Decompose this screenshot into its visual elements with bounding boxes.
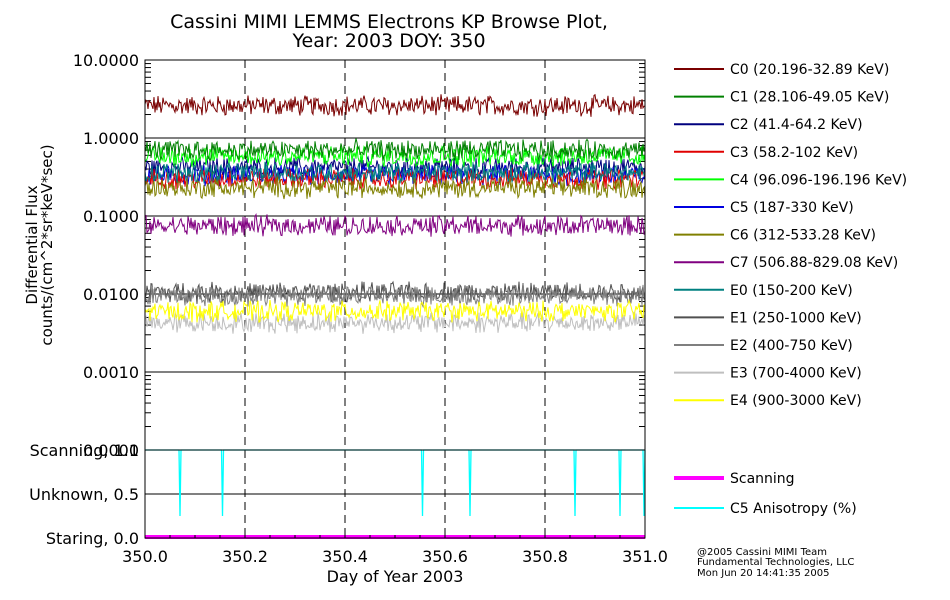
flux-series-line [144,138,646,162]
flux-legend-label: C4 (96.096-196.196 KeV) [730,172,907,188]
x-ticks: 350.0 350.2 350.4 350.6 350.8 351.0 [122,532,668,566]
x-tick-label: 350.0 [122,547,168,566]
mode-y-ticks: Staring, 0.0 Unknown, 0.5 Scanning, 1.0 [29,441,139,548]
footer-line-2: Fundamental Technologies, LLC [697,557,854,568]
anisotropy-series-line [145,449,646,517]
flux-y-label: Differential Flux counts/(cm^2*sr*keV*se… [23,144,56,345]
flux-y-ticks: 10.0000 1.0000 0.1000 0.0100 0.0010 0.0001 [73,51,139,460]
flux-legend-label: E0 (150-200 KeV) [730,283,853,299]
x-tick-label: 350.4 [322,547,368,566]
flux-legend-label: C5 (187-330 KeV) [730,200,854,216]
flux-panel-frame [144,59,646,451]
flux-series-group [144,93,646,334]
x-tick-label: 350.8 [522,547,568,566]
flux-panel: 10.0000 1.0000 0.1000 0.0100 0.0010 0.0001 [73,51,646,460]
flux-legend-label: C2 (41.4-64.2 KeV) [730,117,863,133]
flux-series-line [144,311,646,334]
flux-legend-label: E3 (700-4000 KeV) [730,366,862,382]
mode-y-tick-label: Scanning, 1.0 [30,441,139,460]
flux-legend-label: C3 (58.2-102 KeV) [730,145,858,161]
footer-line-3: Mon Jun 20 14:41:35 2005 [697,568,830,579]
flux-y-label-line1: Differential Flux [23,185,41,304]
flux-y-tick-label: 0.0100 [83,285,139,304]
flux-series-line [144,161,646,185]
mode-panel: Staring, 0.0 Unknown, 0.5 Scanning, 1.0 35… [29,441,668,566]
x-tick-label: 350.2 [222,547,268,566]
mode-legend: Scanning C5 Anisotropy (%) [674,471,857,517]
mode-legend-label: Scanning [730,471,795,487]
flux-series-line [144,213,646,237]
flux-grid [145,59,645,451]
flux-series-line [144,174,646,200]
flux-series-line [144,298,646,324]
flux-series-line [144,167,646,191]
flux-series-line [144,284,646,309]
flux-legend-label: E1 (250-1000 KeV) [730,310,862,326]
chart-title: Cassini MIMI LEMMS Electrons KP Browse P… [170,11,608,33]
flux-legend-label: E2 (400-750 KeV) [730,338,853,354]
mode-y-tick-label: Unknown, 0.5 [29,485,139,504]
flux-series-line [144,145,646,168]
mode-legend-label: C5 Anisotropy (%) [730,501,857,517]
x-tick-label: 350.6 [422,547,468,566]
flux-y-tick-label: 0.0001 [83,441,139,460]
flux-y-tick-label: 0.0010 [83,363,139,382]
footer-credits: @2005 Cassini MIMI Team Fundamental Tech… [697,547,854,579]
flux-y-tick-label: 10.0000 [73,51,139,70]
mode-grid [145,449,645,539]
flux-y-tick-label: 1.0000 [83,129,139,148]
flux-y-tick-label: 0.1000 [83,207,139,226]
flux-legend: C0 (20.196-32.89 KeV) C1 (28.106-49.05 Ke… [674,62,907,409]
flux-legend-label: C1 (28.106-49.05 KeV) [730,90,889,106]
flux-legend-label: E4 (900-3000 KeV) [730,393,862,409]
flux-legend-label: C0 (20.196-32.89 KeV) [730,62,889,78]
footer-line-1: @2005 Cassini MIMI Team [697,547,827,558]
x-tick-label: 351.0 [622,547,668,566]
mode-y-tick-label: Staring, 0.0 [46,529,139,548]
flux-legend-label: C6 (312-533.28 KeV) [730,228,876,244]
flux-legend-label: C7 (506.88-829.08 KeV) [730,255,898,271]
x-axis-label: Day of Year 2003 [327,567,464,586]
chart-subtitle: Year: 2003 DOY: 350 [291,30,485,52]
flux-y-label-line2: counts/(cm^2*sr*keV*sec) [38,144,56,345]
flux-series-line [144,93,646,117]
